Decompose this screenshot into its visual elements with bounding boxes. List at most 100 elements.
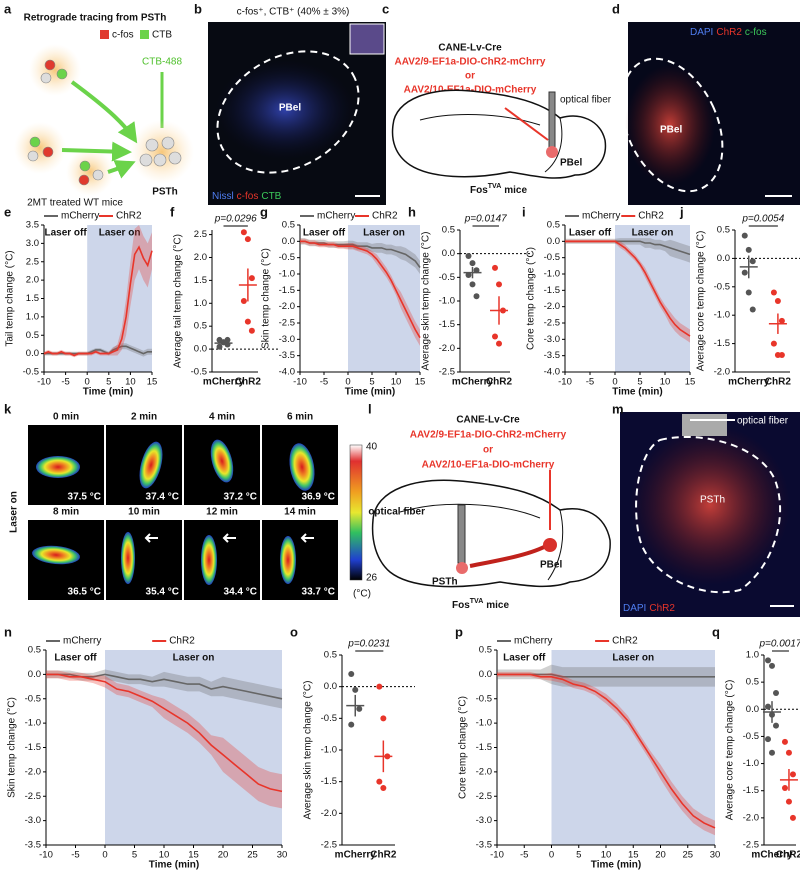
arrow <box>222 533 236 543</box>
y-tick-label: -2.0 <box>544 301 560 312</box>
panel-label: g <box>260 204 268 219</box>
p-value: p=0.0296 <box>214 214 257 225</box>
mice: mice <box>486 600 509 611</box>
fiber-inset <box>682 414 727 436</box>
x-tick-label: 15 <box>147 377 158 388</box>
y-tick-label: -2.5 <box>743 840 759 851</box>
y-tick-label: -1.5 <box>743 785 759 796</box>
y-tick-label: -3.0 <box>544 334 560 345</box>
brain-detail <box>399 503 564 581</box>
mouse-heat <box>139 441 163 489</box>
b-region: PBel <box>279 103 301 114</box>
panel-label: f <box>170 204 175 219</box>
x-axis-label: Time (min) <box>591 860 641 871</box>
y-tick-label: -2.0 <box>476 766 492 777</box>
data-point <box>496 340 502 347</box>
tile-time: 4 min <box>209 412 235 423</box>
y-tick-label: 0.0 <box>746 704 759 715</box>
mouse-heat <box>289 443 315 491</box>
x-axis-label: Time (min) <box>345 387 395 398</box>
data-point <box>765 657 771 664</box>
y-tick-label: -1.0 <box>476 718 492 729</box>
panel-label: c <box>382 1 389 16</box>
data-point <box>789 771 796 778</box>
inset <box>349 23 385 55</box>
y-tick-label: 3.5 <box>26 220 39 231</box>
a-mice: 2MT treated WT mice <box>27 198 123 209</box>
mice: Fos <box>452 600 470 611</box>
region-label: Laser off <box>54 653 97 664</box>
l-target: PBel <box>540 560 562 571</box>
legend-swatch <box>140 30 149 39</box>
data-point <box>376 778 383 785</box>
panel-label: b <box>194 1 202 16</box>
cell-cluster <box>130 120 194 184</box>
y-tick-label: -1.5 <box>439 319 455 330</box>
x-tick-label: mCherry <box>335 850 377 861</box>
y-tick-label: -1.5 <box>544 285 560 296</box>
arrow <box>107 160 136 179</box>
y-tick-label: -3.5 <box>279 350 295 361</box>
data-point <box>492 333 498 340</box>
a-legend: CTB <box>152 30 172 41</box>
y-tick-label: 2.0 <box>26 275 39 286</box>
y-tick-label: -2.0 <box>714 367 730 378</box>
x-tick-label: -10 <box>558 377 572 388</box>
colorbar-min: 26 <box>366 573 378 584</box>
y-tick-label: 0.5 <box>194 321 207 332</box>
x-tick-label: 10 <box>159 850 170 861</box>
x-tick-label: mCherry <box>452 377 494 388</box>
tile-time: 6 min <box>287 412 313 423</box>
y-tick-label: -0.5 <box>25 693 41 704</box>
panel-d: DAPI ChR2 c-fos PBel <box>620 22 800 205</box>
error-band <box>300 238 420 274</box>
mouse-heat <box>121 532 135 584</box>
y-tick-label: -1.0 <box>743 758 759 769</box>
mice-sup: TVA <box>470 598 483 605</box>
tile-temp: 33.7 °C <box>302 587 335 598</box>
panel-label: l <box>368 401 372 416</box>
legend-label: ChR2 <box>638 211 664 222</box>
y-tick-label: -1.0 <box>714 310 730 321</box>
x-tick-label: -5 <box>61 377 69 388</box>
stain: ChR2 <box>716 27 742 38</box>
legend-label: mCherry <box>61 211 99 222</box>
y-tick-label: 1.0 <box>194 298 207 309</box>
m-fiber: optical fiber <box>737 416 789 427</box>
m-region: PSTh <box>700 495 725 506</box>
panel-label: e <box>4 204 11 219</box>
series-line <box>497 673 716 829</box>
l-fiber: optical fiber <box>368 507 425 518</box>
data-point <box>240 298 247 304</box>
error-band <box>565 239 690 343</box>
y-tick-label: 0.0 <box>28 669 41 680</box>
stain: Nissl <box>212 191 234 202</box>
data-point <box>496 281 502 288</box>
x-tick-label: 5 <box>637 377 642 388</box>
region-label: Laser on <box>99 228 141 239</box>
data-point <box>380 785 387 791</box>
arrow <box>61 141 132 162</box>
x-tick-label: -5 <box>520 850 528 861</box>
region-label: Laser on <box>612 653 654 664</box>
y-tick-label: 1.0 <box>26 311 39 322</box>
region-outline <box>635 436 782 594</box>
y-axis-label: Average skin temp change (°C) <box>421 232 432 371</box>
y-tick-label: -0.5 <box>714 281 730 292</box>
l-virus: AAV2/9-EF1a-DIO-ChR2-mCherry <box>410 430 567 441</box>
tile-temp: 36.9 °C <box>302 492 335 503</box>
region-label: Laser on <box>363 228 405 239</box>
data-point <box>473 267 480 274</box>
region-label: Laser off <box>503 653 546 664</box>
y-tick-label: 0.0 <box>547 236 560 247</box>
data-point <box>765 736 771 743</box>
y-tick-label: -1.0 <box>321 745 337 756</box>
stain: DAPI <box>690 27 713 38</box>
c-fiber: optical fiber <box>560 95 612 106</box>
fiber <box>457 504 466 564</box>
x-tick-label: ChR2 <box>370 850 397 861</box>
error-band <box>497 664 715 687</box>
x-tick-label: 15 <box>685 377 696 388</box>
stain: ChR2 <box>649 603 675 614</box>
x-tick-label: 30 <box>277 850 288 861</box>
